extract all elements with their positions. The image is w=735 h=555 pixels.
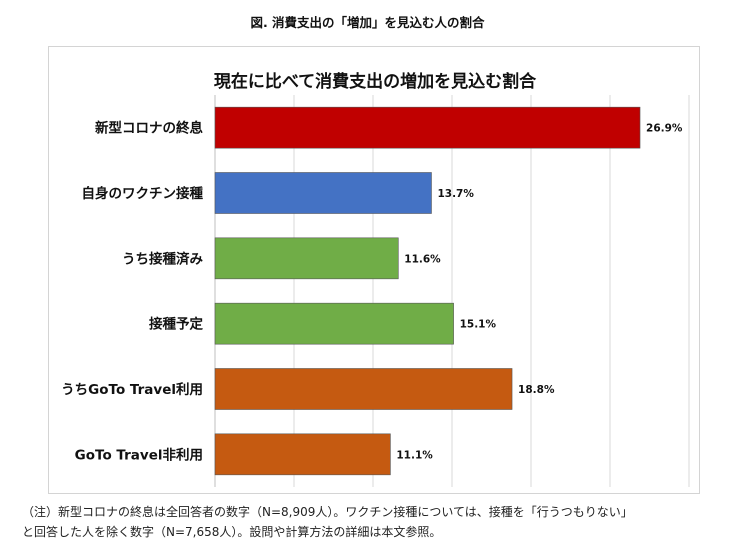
category-label: 自身のワクチン接種 <box>82 185 204 202</box>
bar <box>214 237 399 280</box>
footnote-line-1: （注）新型コロナの終息は全回答者の数字（N=8,909人）。ワクチン接種について… <box>22 505 633 519</box>
footnote: （注）新型コロナの終息は全回答者の数字（N=8,909人）。ワクチン接種について… <box>22 502 722 542</box>
bar <box>214 302 454 345</box>
chart-frame: 現在に比べて消費支出の増加を見込む割合 新型コロナの終息 26.9% 自身のワクチン… <box>48 46 700 494</box>
category-label: うち接種済み <box>122 250 203 267</box>
figure-title: 図. 消費支出の「増加」を見込む人の割合 <box>250 15 485 30</box>
data-label: 15.1% <box>460 319 497 331</box>
data-label: 26.9% <box>646 123 683 135</box>
data-label: 11.6% <box>404 253 441 265</box>
bar <box>214 106 641 149</box>
data-label: 11.1% <box>396 449 433 461</box>
bar-chart: 新型コロナの終息 26.9% 自身のワクチン接種 13.7% うち接種済み 11.6% 接種… <box>61 95 690 487</box>
category-label: 接種予定 <box>149 316 203 333</box>
data-label: 13.7% <box>437 188 474 200</box>
footnote-line-2: と回答した人を除く数字（N=7,658人）。設問や計算方法の詳細は本文参照。 <box>22 525 442 539</box>
category-label: うちGoTo Travel利用 <box>61 381 203 398</box>
category-label: 新型コロナの終息 <box>95 120 203 137</box>
data-label: 18.8% <box>518 384 555 396</box>
bar <box>214 172 432 214</box>
bar <box>214 368 513 410</box>
category-label: GoTo Travel非利用 <box>75 446 203 463</box>
chart-title: 現在に比べて消費支出の増加を見込む割合 <box>213 72 537 92</box>
bar <box>214 433 391 476</box>
